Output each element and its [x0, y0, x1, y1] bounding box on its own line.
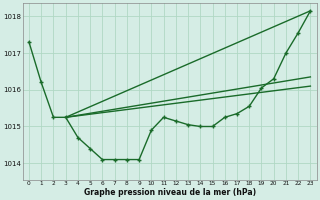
X-axis label: Graphe pression niveau de la mer (hPa): Graphe pression niveau de la mer (hPa) [84, 188, 256, 197]
